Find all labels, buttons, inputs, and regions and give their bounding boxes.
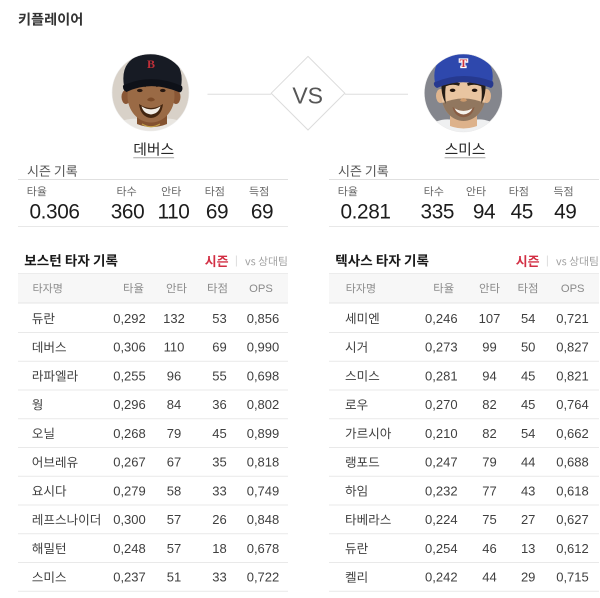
svg-text:335: 335 bbox=[421, 201, 455, 224]
svg-text:0,270: 0,270 bbox=[425, 397, 458, 412]
svg-text:0,267: 0,267 bbox=[113, 455, 146, 470]
svg-text:0,721: 0,721 bbox=[556, 311, 589, 326]
svg-text:96: 96 bbox=[167, 368, 181, 383]
svg-text:53: 53 bbox=[212, 311, 226, 326]
svg-text:0,255: 0,255 bbox=[113, 368, 146, 383]
svg-text:67: 67 bbox=[167, 455, 181, 470]
svg-text:13: 13 bbox=[521, 541, 535, 556]
svg-text:69: 69 bbox=[206, 201, 228, 224]
svg-text:0.306: 0.306 bbox=[30, 201, 80, 224]
svg-text:T: T bbox=[460, 58, 468, 70]
svg-text:94: 94 bbox=[482, 368, 496, 383]
svg-text:99: 99 bbox=[482, 340, 496, 355]
svg-text:107: 107 bbox=[479, 311, 501, 326]
svg-text:79: 79 bbox=[482, 455, 496, 470]
svg-text:0,306: 0,306 bbox=[113, 340, 146, 355]
svg-text:45: 45 bbox=[212, 426, 226, 441]
svg-text:0,899: 0,899 bbox=[247, 426, 280, 441]
svg-text:94: 94 bbox=[473, 201, 495, 224]
svg-text:110: 110 bbox=[158, 201, 190, 224]
svg-text:OPS: OPS bbox=[561, 283, 585, 295]
svg-text:0,292: 0,292 bbox=[113, 311, 146, 326]
svg-text:0,210: 0,210 bbox=[425, 426, 458, 441]
svg-text:0,279: 0,279 bbox=[113, 483, 146, 498]
svg-text:OPS: OPS bbox=[249, 283, 273, 295]
svg-text:0,856: 0,856 bbox=[247, 311, 280, 326]
svg-text:0,698: 0,698 bbox=[247, 368, 280, 383]
svg-text:79: 79 bbox=[167, 426, 181, 441]
svg-text:0,678: 0,678 bbox=[247, 541, 280, 556]
svg-text:360: 360 bbox=[111, 201, 145, 224]
svg-text:69: 69 bbox=[251, 201, 273, 224]
svg-text:35: 35 bbox=[212, 455, 226, 470]
svg-text:27: 27 bbox=[521, 512, 535, 527]
svg-text:0,818: 0,818 bbox=[247, 455, 280, 470]
svg-text:82: 82 bbox=[482, 426, 496, 441]
svg-text:44: 44 bbox=[482, 570, 496, 585]
svg-text:0,802: 0,802 bbox=[247, 397, 280, 412]
svg-text:55: 55 bbox=[212, 368, 226, 383]
svg-text:0,296: 0,296 bbox=[113, 397, 146, 412]
svg-text:50: 50 bbox=[521, 340, 535, 355]
svg-text:0,246: 0,246 bbox=[425, 311, 458, 326]
svg-text:0,821: 0,821 bbox=[556, 368, 589, 383]
svg-text:0,627: 0,627 bbox=[556, 512, 589, 527]
svg-text:18: 18 bbox=[212, 541, 226, 556]
svg-text:0,688: 0,688 bbox=[556, 455, 589, 470]
svg-text:29: 29 bbox=[521, 570, 535, 585]
svg-text:0,990: 0,990 bbox=[247, 340, 280, 355]
svg-text:44: 44 bbox=[521, 455, 535, 470]
svg-text:110: 110 bbox=[164, 340, 185, 355]
svg-text:T: T bbox=[460, 58, 468, 70]
svg-text:57: 57 bbox=[167, 541, 181, 556]
svg-text:77: 77 bbox=[482, 483, 496, 498]
svg-text:45: 45 bbox=[521, 397, 535, 412]
svg-text:B: B bbox=[147, 57, 155, 71]
svg-text:45: 45 bbox=[521, 368, 535, 383]
svg-text:VS: VS bbox=[292, 83, 323, 109]
svg-text:54: 54 bbox=[521, 426, 535, 441]
svg-text:0,764: 0,764 bbox=[556, 397, 589, 412]
svg-text:36: 36 bbox=[212, 397, 226, 412]
svg-text:0,612: 0,612 bbox=[556, 541, 589, 556]
svg-text:49: 49 bbox=[554, 201, 576, 224]
svg-text:69: 69 bbox=[212, 340, 226, 355]
svg-text:54: 54 bbox=[521, 311, 535, 326]
svg-text:0,300: 0,300 bbox=[113, 512, 146, 527]
svg-text:0,232: 0,232 bbox=[425, 483, 458, 498]
svg-text:0,662: 0,662 bbox=[556, 426, 589, 441]
svg-text:0,848: 0,848 bbox=[247, 512, 280, 527]
svg-text:0,248: 0,248 bbox=[113, 541, 146, 556]
svg-text:0,242: 0,242 bbox=[425, 570, 458, 585]
svg-text:0,247: 0,247 bbox=[425, 455, 458, 470]
svg-text:0,268: 0,268 bbox=[113, 426, 146, 441]
svg-text:33: 33 bbox=[212, 483, 226, 498]
svg-text:82: 82 bbox=[482, 397, 496, 412]
svg-text:43: 43 bbox=[521, 483, 535, 498]
svg-text:46: 46 bbox=[482, 541, 496, 556]
svg-text:0,715: 0,715 bbox=[556, 570, 589, 585]
svg-text:0,749: 0,749 bbox=[247, 483, 280, 498]
svg-text:0,254: 0,254 bbox=[425, 541, 458, 556]
svg-text:0,224: 0,224 bbox=[425, 512, 458, 527]
svg-text:0,273: 0,273 bbox=[425, 340, 458, 355]
svg-text:58: 58 bbox=[167, 483, 181, 498]
svg-text:26: 26 bbox=[212, 512, 226, 527]
svg-text:33: 33 bbox=[212, 570, 226, 585]
svg-text:45: 45 bbox=[511, 201, 533, 224]
svg-text:132: 132 bbox=[163, 311, 185, 326]
svg-text:75: 75 bbox=[482, 512, 496, 527]
svg-text:51: 51 bbox=[167, 570, 181, 585]
svg-text:84: 84 bbox=[167, 397, 181, 412]
svg-text:0.281: 0.281 bbox=[341, 201, 391, 224]
svg-text:0,722: 0,722 bbox=[247, 570, 280, 585]
svg-text:0,827: 0,827 bbox=[556, 340, 589, 355]
svg-text:57: 57 bbox=[167, 512, 181, 527]
svg-text:0,281: 0,281 bbox=[425, 368, 458, 383]
svg-text:0,237: 0,237 bbox=[113, 570, 146, 585]
svg-text:0,618: 0,618 bbox=[556, 483, 589, 498]
